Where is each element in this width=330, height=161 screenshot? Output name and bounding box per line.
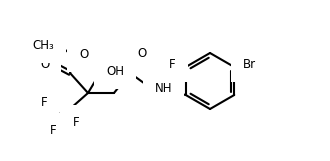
- Text: F: F: [73, 117, 79, 129]
- Text: Br: Br: [243, 57, 256, 71]
- Text: OH: OH: [106, 65, 124, 77]
- Text: NH: NH: [155, 81, 173, 95]
- Text: O: O: [137, 47, 146, 60]
- Text: CH₃: CH₃: [32, 38, 54, 52]
- Text: F: F: [41, 95, 47, 109]
- Text: O: O: [79, 47, 88, 61]
- Text: F: F: [50, 124, 56, 137]
- Text: F: F: [169, 57, 176, 71]
- Text: O: O: [40, 57, 50, 71]
